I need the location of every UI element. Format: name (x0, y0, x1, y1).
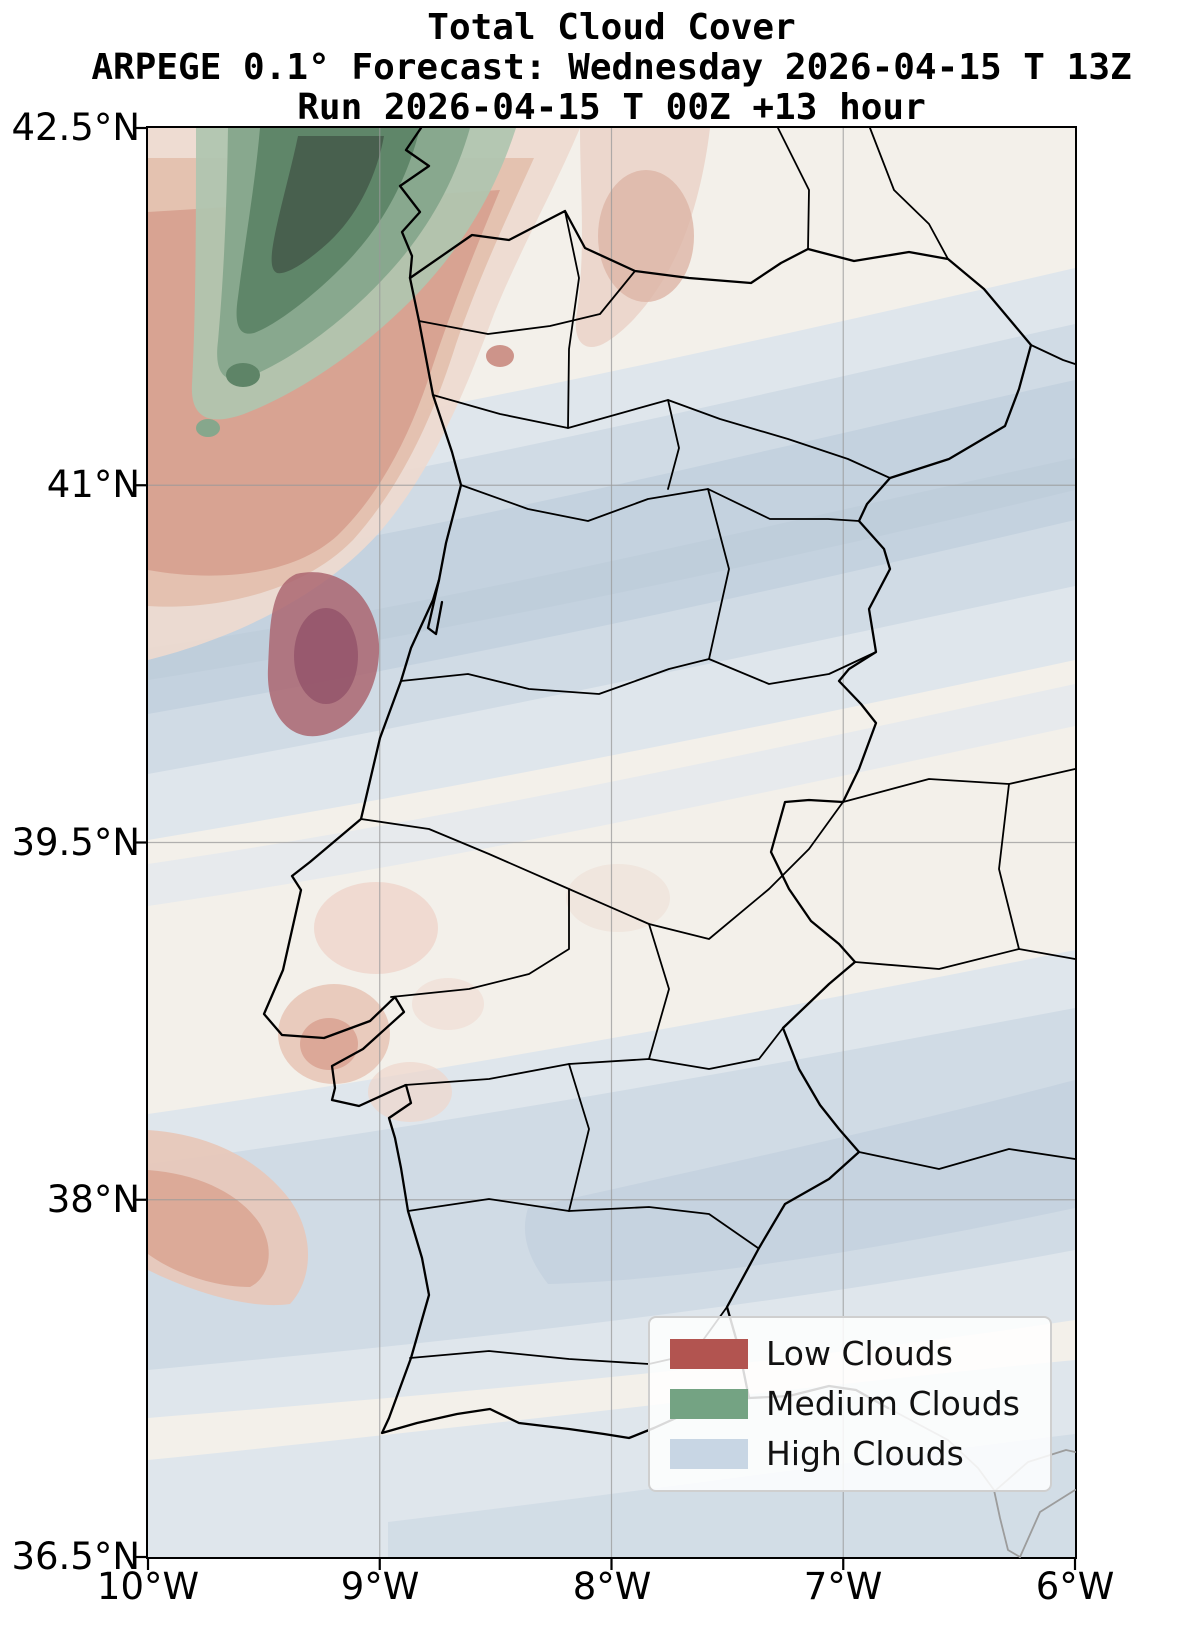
coastline-aveiro-lagoon (426, 578, 444, 636)
chart-subtitle-valid-time: ARPEGE 0.1° Forecast: Wednesday 2026-04-… (91, 47, 1132, 88)
high-clouds-swatch (670, 1439, 748, 1469)
district-border (667, 399, 680, 490)
medium-cloud-dense-core (271, 136, 384, 274)
low-cloud-contour (566, 864, 670, 932)
low-cloud-dense-core (294, 608, 358, 704)
river-line (1019, 1489, 1076, 1558)
lat-tick-label-41n: 41°N (46, 463, 140, 506)
lon-tick-label-10w: 10°W (96, 1565, 200, 1608)
low-cloud-contour (598, 170, 694, 302)
coastline-and-country-border (262, 126, 1033, 1440)
portugal-spain-border (408, 209, 1033, 1400)
province-border (854, 948, 1076, 970)
chart-subtitle-run-time: Run 2026-04-15 T 00Z +13 hour (297, 87, 926, 128)
cloud-cover-map (135, 126, 1077, 1570)
lat-tick-label-42-5n: 42.5°N (11, 106, 140, 149)
legend-item-medium-clouds: Medium Clouds (670, 1384, 1030, 1424)
district-border (648, 923, 670, 1060)
lon-tick-label-6w: 6°W (1035, 1565, 1115, 1608)
province-border (858, 1148, 1076, 1170)
lat-tick-label-39-5n: 39.5°N (11, 821, 140, 864)
lat-tick-label-36-5n: 36.5°N (11, 1535, 140, 1578)
legend-item-low-clouds: Low Clouds (670, 1334, 1030, 1374)
district-border (707, 488, 730, 660)
low-cloud-contour (368, 1062, 452, 1122)
district-border (568, 1063, 590, 1212)
low-clouds-swatch (670, 1339, 748, 1369)
low-cloud-contour (412, 978, 484, 1030)
low-cloud-contour (300, 1018, 358, 1070)
province-border (777, 127, 810, 250)
map-plot-area: Low Clouds Medium Clouds High Clouds (135, 126, 1077, 1570)
medium-cloud-contour (196, 419, 220, 437)
medium-cloud-contour (226, 363, 260, 387)
district-border (390, 888, 570, 998)
province-border (869, 127, 949, 260)
low-cloud-contour (486, 345, 514, 367)
lon-tick-label-9w: 9°W (340, 1565, 420, 1608)
legend-label-medium-clouds: Medium Clouds (766, 1384, 1020, 1423)
high-cloud-contour (524, 1080, 1075, 1284)
coastline (262, 126, 890, 1440)
district-border (564, 210, 580, 429)
map-legend: Low Clouds Medium Clouds High Clouds (648, 1316, 1052, 1492)
district-border (418, 270, 636, 335)
legend-item-high-clouds: High Clouds (670, 1434, 1030, 1474)
district-border (407, 1198, 759, 1249)
district-border (400, 651, 877, 695)
medium-clouds-swatch (670, 1389, 748, 1419)
province-border (842, 768, 1076, 803)
legend-label-low-clouds: Low Clouds (766, 1334, 953, 1373)
province-border (998, 783, 1020, 950)
legend-label-high-clouds: High Clouds (766, 1434, 964, 1473)
chart-title: Total Cloud Cover (427, 7, 796, 48)
province-border (1030, 344, 1076, 365)
axis-ticks (135, 126, 1077, 1570)
district-border (460, 484, 860, 522)
lon-tick-label-7w: 7°W (803, 1565, 883, 1608)
low-cloud-contour (314, 882, 438, 974)
medium-clouds-layer (191, 128, 516, 437)
lon-tick-label-8w: 8°W (572, 1565, 652, 1608)
title-block: Total Cloud Cover ARPEGE 0.1° Forecast: … (13, 8, 1197, 128)
lat-tick-label-38n: 38°N (46, 1178, 140, 1221)
